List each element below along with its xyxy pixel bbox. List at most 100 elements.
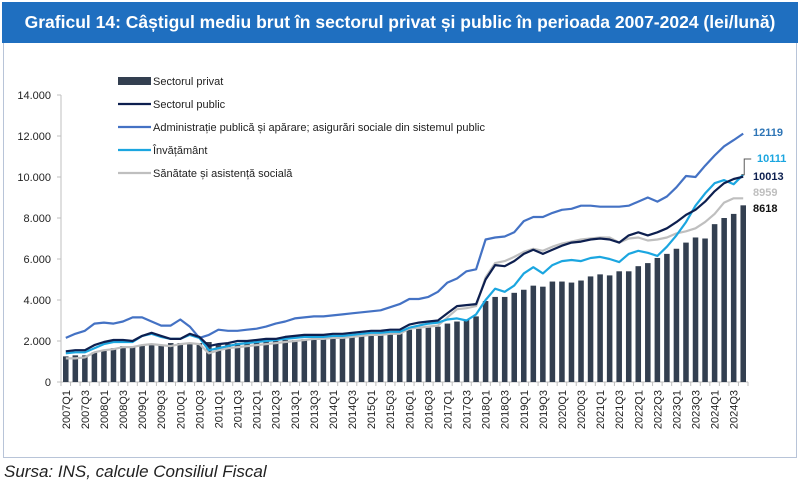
x-tick-label: 2021Q1: [595, 390, 607, 429]
bar: [177, 343, 184, 382]
bar: [530, 285, 537, 382]
x-tick-label: 2021Q3: [614, 390, 626, 429]
bar: [158, 345, 164, 382]
bar: [673, 248, 680, 382]
y-tick-label: 4.000: [23, 295, 51, 307]
y-tick-label: 10.000: [17, 172, 51, 184]
y-tick-label: 6.000: [23, 254, 51, 266]
bar: [492, 296, 498, 382]
bar: [406, 329, 413, 382]
bar: [234, 343, 241, 382]
bar: [72, 355, 79, 382]
x-tick-label: 2022Q3: [652, 390, 664, 429]
bar: [244, 342, 250, 382]
x-tick-label: 2019Q3: [538, 390, 550, 429]
legend: Sectorul privat Sectorul public Administra…: [118, 76, 485, 180]
bar: [282, 339, 288, 382]
bar: [616, 271, 622, 382]
bar: [110, 348, 117, 382]
x-tick-label: 2020Q1: [557, 390, 569, 429]
x-tick-label: 2016Q1: [404, 390, 416, 429]
bar: [482, 301, 489, 382]
bar: [129, 347, 136, 382]
x-tick-label: 2012Q3: [271, 390, 283, 429]
x-tick-label: 2009Q1: [137, 390, 149, 429]
x-tick-label: 2022Q1: [633, 390, 645, 429]
bar: [167, 343, 174, 382]
y-axis: 0 2.000 4.000 6.000 8.000 10.000 12.000 14.000: [17, 90, 62, 389]
source-note: Sursa: INS, calcule Consiliul Fiscal: [4, 462, 267, 481]
bar: [721, 218, 727, 382]
bar: [101, 350, 107, 382]
x-tick-label: 2024Q1: [710, 390, 722, 429]
legend-swatch: [118, 77, 151, 85]
bar: [664, 253, 670, 382]
y-tick-label: 8.000: [23, 213, 51, 225]
bar: [597, 274, 603, 382]
leader-line: [741, 158, 752, 176]
bar: [425, 327, 432, 382]
x-tick-label: 2012Q1: [252, 390, 264, 429]
bars-sectorul-privat: [63, 205, 746, 382]
bar: [139, 345, 145, 382]
x-tick-label: 2018Q1: [481, 390, 493, 429]
end-label: 8959: [753, 187, 777, 199]
end-label: 10111: [757, 153, 786, 165]
bar: [292, 339, 298, 382]
bar: [578, 280, 584, 382]
x-tick-label: 2017Q3: [462, 390, 474, 429]
legend-label: Învățământ: [152, 144, 207, 157]
x-tick-label: 2007Q3: [80, 390, 92, 429]
x-axis: 2007Q1 2007Q3 2008Q1 2008Q3 2009Q1 2009Q3 2010…: [60, 381, 749, 429]
legend-label: Sectorul privat: [153, 76, 223, 88]
bar: [187, 344, 193, 382]
bar: [339, 337, 346, 382]
bar: [63, 356, 69, 382]
x-tick-label: 2007Q1: [61, 390, 73, 429]
bar: [435, 326, 441, 382]
bar: [272, 341, 279, 382]
x-tick-label: 2023Q3: [691, 390, 703, 429]
x-tick-label: 2008Q3: [118, 390, 130, 429]
bar: [683, 242, 689, 382]
line-s-n-tate-i-asisten-social-: [65, 197, 744, 360]
bar: [730, 213, 737, 382]
line-series: [65, 132, 744, 360]
bar: [301, 338, 308, 382]
bar: [454, 321, 460, 382]
bar: [91, 352, 98, 382]
bar: [711, 224, 718, 382]
bar: [311, 338, 317, 382]
bar: [377, 334, 384, 382]
legend-label: Sectorul public: [153, 99, 226, 111]
bar: [263, 341, 269, 382]
bar: [358, 335, 365, 382]
x-tick-label: 2019Q1: [519, 390, 531, 429]
x-tick-label: 2013Q3: [309, 390, 321, 429]
bar: [387, 333, 393, 382]
y-tick-label: 14.000: [17, 90, 51, 102]
line-sectorul-public: [65, 175, 744, 353]
x-tick-label: 2011Q1: [213, 390, 225, 428]
bar: [635, 266, 642, 382]
chart-frame: [3, 43, 797, 458]
end-label: 12119: [753, 127, 783, 139]
x-tick-label: 2018Q3: [500, 390, 512, 429]
bar: [368, 335, 374, 382]
bar: [196, 343, 203, 382]
bar: [396, 332, 403, 382]
bar: [225, 344, 231, 382]
bar: [559, 281, 565, 382]
end-label: 10013: [753, 171, 784, 183]
bar: [540, 286, 546, 382]
line-administra-ie-public-i-ap-rare-asigur-ri: [65, 132, 744, 339]
x-tick-label: 2013Q1: [290, 390, 302, 429]
x-tick-label: 2023Q1: [671, 390, 683, 429]
bar: [587, 276, 594, 382]
bar: [215, 345, 222, 382]
bar: [463, 319, 470, 382]
bar: [549, 281, 556, 382]
bar: [444, 323, 451, 382]
y-tick-label: 12.000: [17, 131, 51, 143]
bar: [120, 346, 126, 382]
